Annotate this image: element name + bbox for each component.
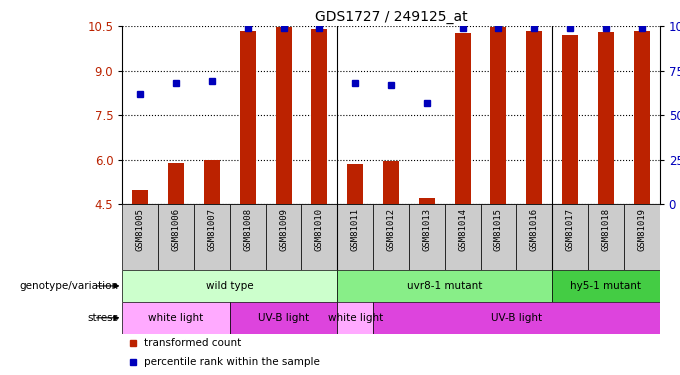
Text: GSM81015: GSM81015 [494,208,503,251]
Bar [122,270,337,302]
Bar [562,34,578,204]
Text: GSM81010: GSM81010 [315,208,324,251]
Bar [337,270,552,302]
Bar [490,27,507,204]
Text: GSM81012: GSM81012 [386,208,396,251]
Bar [204,160,220,204]
Text: GSM81019: GSM81019 [637,208,646,251]
Text: GSM81005: GSM81005 [136,208,145,251]
Bar [481,204,516,270]
Text: GSM81011: GSM81011 [351,208,360,251]
Bar [122,204,158,270]
Bar [301,204,337,270]
Bar [168,163,184,204]
Text: genotype/variation: genotype/variation [20,281,119,291]
Text: uvr8-1 mutant: uvr8-1 mutant [407,281,482,291]
Bar [266,204,301,270]
Bar [230,204,266,270]
Title: GDS1727 / 249125_at: GDS1727 / 249125_at [315,10,467,24]
Bar [132,189,148,204]
Text: GSM81017: GSM81017 [566,208,575,251]
Bar [311,28,328,204]
Bar [373,302,660,334]
Bar [409,204,445,270]
Text: hy5-1 mutant: hy5-1 mutant [571,281,641,291]
Bar [552,270,660,302]
Bar [516,204,552,270]
Text: GSM81008: GSM81008 [243,208,252,251]
Text: white light: white light [328,313,383,323]
Text: UV-B light: UV-B light [491,313,542,323]
Text: wild type: wild type [206,281,254,291]
Text: GSM81006: GSM81006 [171,208,181,251]
Text: white light: white light [148,313,204,323]
Bar [588,204,624,270]
Bar [373,204,409,270]
Bar [158,204,194,270]
Bar [598,32,614,204]
Bar [347,164,363,204]
Bar [383,161,399,204]
Text: GSM81013: GSM81013 [422,208,431,251]
Bar [239,31,256,204]
Bar [337,204,373,270]
Text: transformed count: transformed count [144,338,241,348]
Text: percentile rank within the sample: percentile rank within the sample [144,357,320,367]
Bar [419,198,435,204]
Bar [194,204,230,270]
Bar [624,204,660,270]
Bar [552,204,588,270]
Bar [526,31,543,204]
Bar [122,302,230,334]
Bar [230,302,337,334]
Text: GSM81018: GSM81018 [601,208,611,251]
Bar [275,27,292,204]
Bar [337,302,373,334]
Bar [445,204,481,270]
Text: GSM81014: GSM81014 [458,208,467,251]
Text: GSM81016: GSM81016 [530,208,539,251]
Text: GSM81007: GSM81007 [207,208,216,251]
Text: stress: stress [88,313,119,323]
Text: GSM81009: GSM81009 [279,208,288,251]
Bar [634,31,650,204]
Bar [454,33,471,204]
Text: UV-B light: UV-B light [258,313,309,323]
